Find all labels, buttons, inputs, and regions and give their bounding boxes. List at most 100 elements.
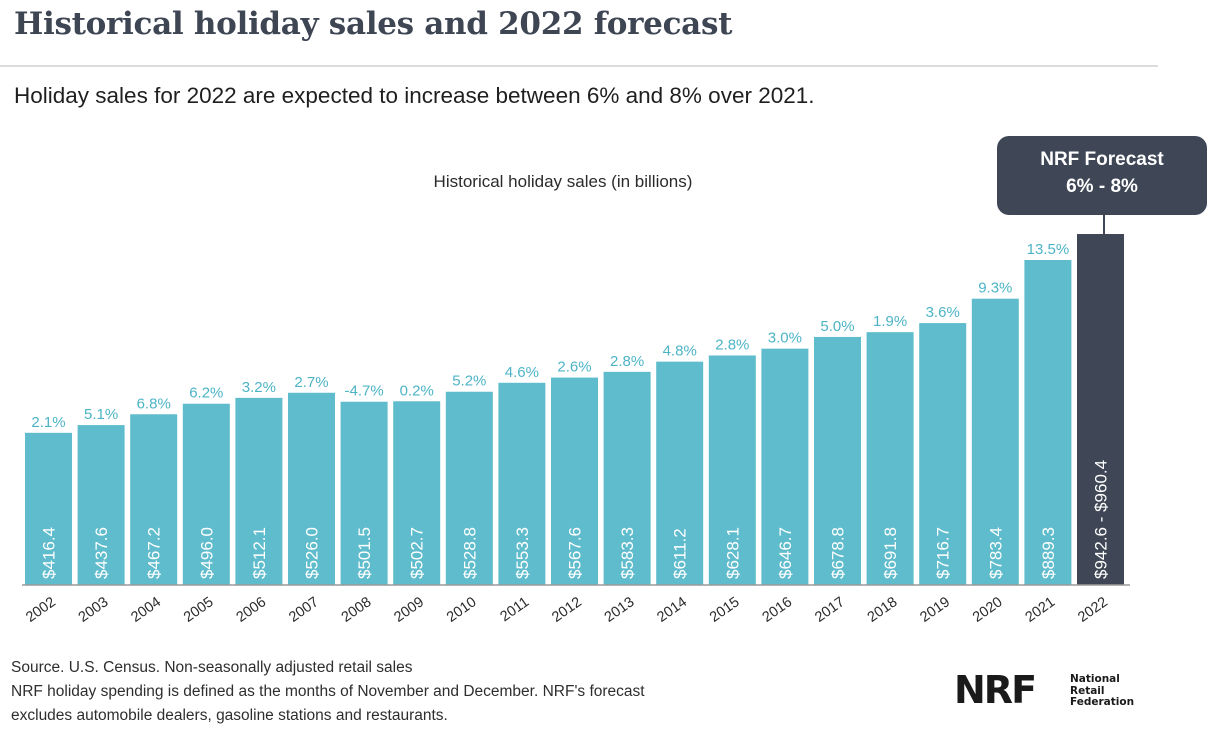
value-label: $691.8 [881, 527, 900, 579]
bar-2011 [498, 382, 546, 585]
logo-word-1: National [1070, 673, 1120, 685]
growth-label: 4.8% [663, 343, 697, 360]
x-tick-label: 2010 [444, 594, 480, 626]
x-tick-label: 2020 [970, 594, 1006, 626]
growth-label: 3.6% [926, 304, 960, 321]
growth-label: 3.0% [768, 330, 802, 347]
value-label: $526.0 [303, 527, 322, 579]
bar-2005 [182, 403, 230, 585]
bar-2016 [761, 348, 809, 585]
x-tick-label: 2008 [339, 594, 375, 626]
value-label: $528.8 [460, 527, 479, 579]
bar-2010 [445, 391, 493, 585]
x-tick-label: 2004 [128, 594, 164, 626]
growth-label: 6.2% [189, 385, 223, 402]
x-tick-label: 2013 [602, 594, 638, 626]
value-label: $611.2 [671, 528, 690, 579]
title-divider [0, 65, 1158, 67]
x-tick-label: 2006 [234, 594, 270, 626]
bar-2020 [971, 298, 1019, 585]
chart-title: Historical holiday sales (in billions) [434, 172, 693, 191]
definition-note-2: excludes automobile dealers, gasoline st… [11, 707, 448, 724]
value-label: $583.3 [618, 527, 637, 579]
value-label: $512.1 [250, 527, 269, 579]
growth-label: 1.9% [873, 313, 907, 330]
x-tick-label: 2015 [707, 594, 743, 626]
logo-word-2: Retail [1070, 684, 1105, 697]
x-tick-label: 2005 [181, 594, 217, 626]
sales-bar-chart: Historical holiday sales (in billions) $… [22, 172, 1130, 626]
value-label: $716.7 [934, 527, 953, 579]
bar-2009 [393, 401, 441, 585]
bar-forecast-2022 [1077, 234, 1124, 585]
bar-2006 [235, 397, 283, 585]
value-label: $942.6 - $960.4 [1092, 460, 1111, 579]
logo-word-3: Federation [1070, 696, 1135, 708]
growth-label: 5.1% [84, 406, 118, 423]
bars-group: $416.4 2.1% 2002 $437.6 5.1% 2003 $467.2 6.8% 20… [23, 234, 1124, 626]
bar-2013 [603, 371, 651, 585]
value-label: $467.2 [145, 527, 164, 579]
x-tick-label: 2003 [76, 594, 112, 626]
value-label: $646.7 [776, 527, 795, 579]
forecast-callout: NRF Forecast 6% - 8% [997, 136, 1207, 215]
x-tick-label: 2014 [654, 594, 690, 626]
bar-2002 [25, 432, 72, 585]
bar-2015 [708, 355, 756, 585]
x-tick-label: 2007 [286, 594, 322, 626]
growth-label: 2.8% [715, 336, 749, 353]
growth-label: 9.3% [978, 280, 1012, 297]
forecast-callout-range: 6% - 8% [1066, 176, 1138, 197]
value-label: $553.3 [513, 527, 532, 579]
bar-2014 [656, 361, 704, 585]
x-tick-label: 2012 [549, 594, 585, 626]
growth-label: 2.8% [610, 353, 644, 370]
x-tick-label: 2002 [23, 594, 59, 626]
growth-label: 6.8% [137, 395, 171, 412]
value-label: $628.1 [723, 527, 742, 579]
growth-label: 4.6% [505, 364, 539, 381]
value-label: $678.8 [829, 527, 848, 579]
x-tick-label: 2021 [1023, 594, 1059, 626]
bar-2021 [1024, 260, 1072, 585]
x-tick-label: 2009 [391, 594, 427, 626]
x-tick-label: 2018 [865, 594, 901, 626]
growth-label: 0.2% [400, 382, 434, 399]
bar-2018 [866, 332, 914, 585]
growth-label: 5.0% [820, 318, 854, 335]
value-label: $501.5 [355, 527, 374, 579]
x-tick-label: 2022 [1075, 594, 1111, 626]
value-label: $783.4 [986, 527, 1005, 579]
x-tick-label: 2019 [917, 594, 953, 626]
growth-label: -4.7% [345, 383, 384, 400]
forecast-callout-title: NRF Forecast [1040, 149, 1164, 170]
growth-label: 5.2% [452, 373, 486, 390]
source-note: Source. U.S. Census. Non-seasonally adju… [11, 659, 413, 676]
growth-label: 2.6% [557, 359, 591, 376]
page-title: Historical holiday sales and 2022 foreca… [14, 6, 733, 42]
value-label: $567.6 [566, 527, 585, 579]
value-label: $502.7 [408, 527, 427, 579]
bar-2012 [551, 377, 598, 585]
value-label: $437.6 [92, 527, 111, 579]
growth-label: 13.5% [1027, 241, 1070, 258]
logo-wordmark: National Retail Federation [1070, 673, 1135, 709]
bar-2004 [130, 414, 178, 585]
x-tick-label: 2016 [760, 594, 796, 626]
value-label: $416.4 [40, 527, 59, 579]
x-tick-label: 2011 [497, 594, 532, 625]
logo-mark: NRF [954, 668, 1037, 712]
bar-2017 [814, 336, 861, 585]
bar-2008 [340, 401, 388, 585]
growth-label: 2.1% [31, 414, 65, 431]
bar-2019 [919, 323, 967, 585]
bar-2007 [288, 392, 335, 585]
growth-label: 2.7% [294, 374, 328, 391]
definition-note-1: NRF holiday spending is defined as the m… [11, 683, 645, 700]
value-label: $496.0 [197, 527, 216, 579]
page-subtitle: Holiday sales for 2022 are expected to i… [14, 83, 815, 108]
growth-label: 3.2% [242, 379, 276, 396]
x-tick-label: 2017 [812, 594, 848, 626]
value-label: $889.3 [1039, 527, 1058, 579]
footnotes: Source. U.S. Census. Non-seasonally adju… [11, 656, 645, 728]
